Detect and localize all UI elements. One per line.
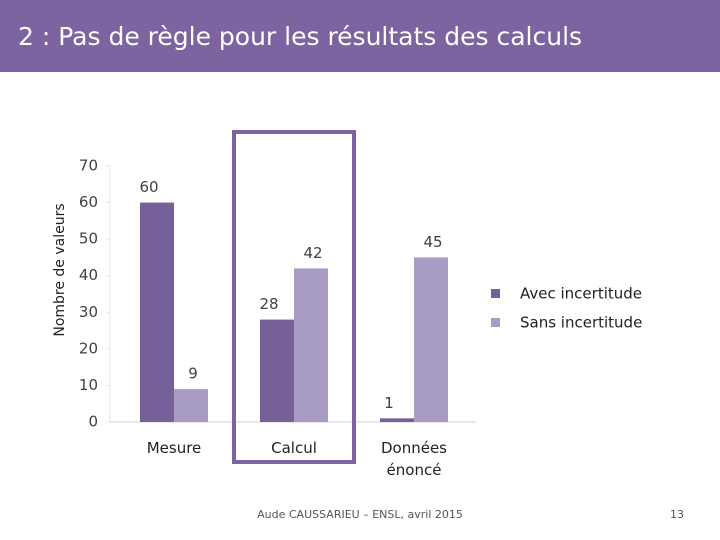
y-tick-label: 50 — [79, 230, 98, 248]
footer: Aude CAUSSARIEU – ENSL, avril 2015 — [257, 508, 463, 521]
legend-swatch — [491, 318, 500, 327]
x-tick-label: Données énoncé — [380, 439, 447, 479]
y-tick-label: 70 — [79, 157, 98, 175]
y-tick-label: 30 — [79, 303, 98, 321]
data-label: 9 — [188, 365, 198, 383]
x-tick-label: Calcul — [271, 439, 317, 457]
data-label: 42 — [303, 244, 322, 262]
highlight-box — [232, 130, 356, 464]
y-tick-label: 10 — [79, 376, 98, 394]
bar — [414, 257, 448, 422]
x-tick-label: Mesure — [146, 439, 202, 457]
y-tick-label: 0 — [88, 413, 98, 431]
bar — [140, 202, 174, 422]
slide-title: 2 : Pas de règle pour les résultats des … — [18, 22, 582, 51]
y-tick-label: 40 — [79, 266, 98, 284]
page-number: 13 — [670, 508, 684, 521]
legend-label: Sans incertitude — [520, 314, 642, 332]
bar — [380, 418, 414, 422]
data-label: 45 — [423, 233, 442, 251]
legend-swatch — [491, 289, 500, 298]
data-label: 28 — [259, 295, 278, 313]
data-label: 60 — [139, 178, 158, 196]
bar — [294, 268, 328, 422]
legend-label: Avec incertitude — [520, 285, 642, 303]
header-band — [0, 0, 720, 72]
bar — [174, 389, 208, 422]
data-label: 1 — [384, 394, 394, 412]
y-axis-label: Nombre de valeurs — [52, 203, 68, 336]
y-tick-label: 20 — [79, 339, 98, 357]
y-tick-label: 60 — [79, 193, 98, 211]
bar — [260, 319, 294, 422]
